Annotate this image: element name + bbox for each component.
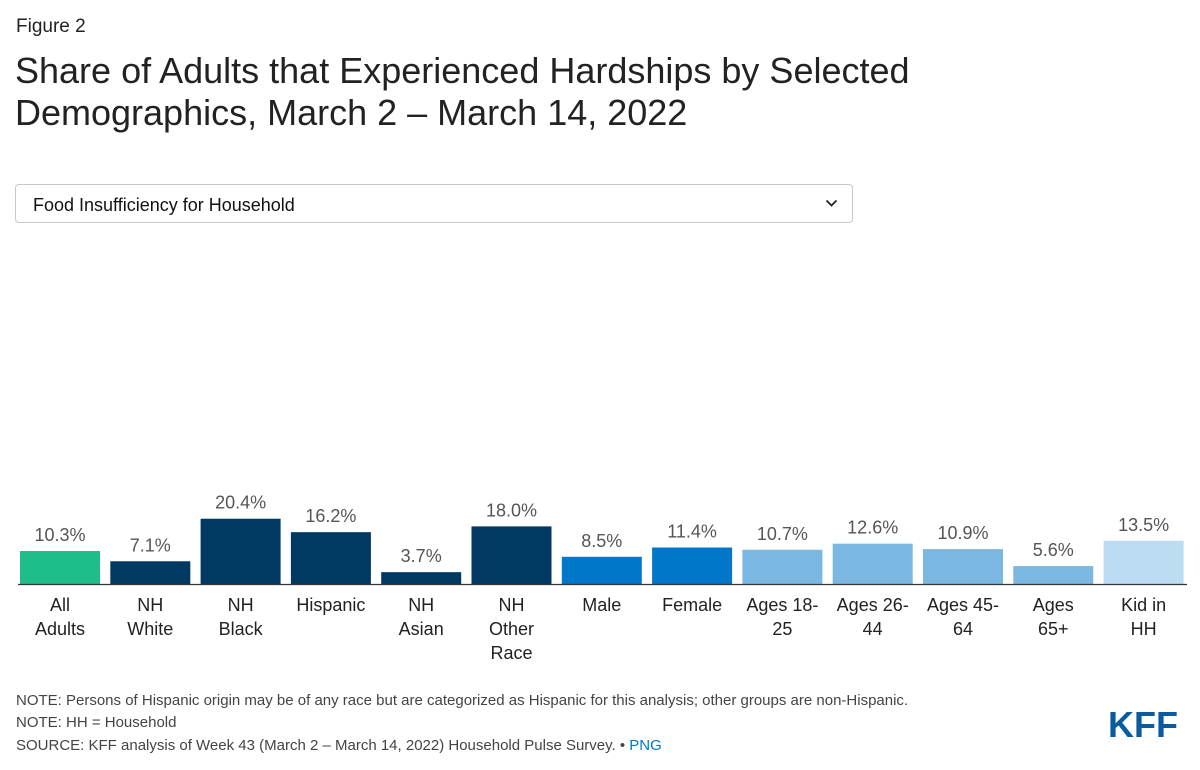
value-label-0: 10.3% bbox=[34, 525, 85, 545]
category-label-12: Kid in HH bbox=[1121, 595, 1166, 639]
value-label-5: 18.0% bbox=[486, 500, 537, 520]
figure-label: Figure 2 bbox=[16, 16, 86, 37]
bar-3 bbox=[290, 532, 371, 584]
hardship-select-value: Food Insufficiency for Household bbox=[33, 195, 295, 215]
bar-8 bbox=[742, 549, 823, 584]
bar-0 bbox=[20, 551, 100, 584]
bar-9 bbox=[832, 543, 913, 584]
png-download-link[interactable]: PNG bbox=[629, 737, 662, 754]
bar-12 bbox=[1103, 540, 1184, 584]
value-label-1: 7.1% bbox=[130, 535, 171, 555]
category-label-8: Ages 18-25 bbox=[746, 595, 818, 639]
value-label-11: 5.6% bbox=[1033, 540, 1074, 560]
value-label-4: 3.7% bbox=[401, 546, 442, 566]
value-label-3: 16.2% bbox=[305, 506, 356, 526]
source-note: SOURCE: KFF analysis of Week 43 (March 2… bbox=[16, 737, 662, 754]
bar-4 bbox=[381, 572, 462, 584]
value-label-7: 11.4% bbox=[667, 522, 717, 542]
value-label-6: 8.5% bbox=[581, 531, 622, 551]
kff-logo: KFF bbox=[1108, 705, 1178, 745]
category-label-7: Female bbox=[662, 595, 722, 615]
category-label-11: Ages 65+ bbox=[1033, 595, 1074, 639]
bar-chart: 10.3% All Adults 7.1% NH White 20.4% NH Black 16.… bbox=[18, 493, 1187, 663]
value-label-2: 20.4% bbox=[215, 493, 266, 513]
source-text: SOURCE: KFF analysis of Week 43 (March 2… bbox=[16, 737, 626, 754]
bar-6 bbox=[561, 556, 642, 584]
bar-10 bbox=[923, 549, 1003, 584]
chart-title-line-1: Share of Adults that Experienced Hardshi… bbox=[15, 50, 910, 91]
hardship-select[interactable]: Food Insufficiency for Household bbox=[15, 184, 853, 223]
category-label-5: NH Other Race bbox=[489, 595, 534, 663]
chart-title-line-2: Demographics, March 2 – March 14, 2022 bbox=[15, 92, 688, 133]
value-label-9: 12.6% bbox=[847, 518, 898, 538]
category-label-6: Male bbox=[582, 595, 621, 615]
category-label-0: All Adults bbox=[35, 595, 85, 639]
bar-1 bbox=[110, 561, 191, 584]
chevron-down-icon bbox=[825, 199, 838, 207]
category-label-10: Ages 45-64 bbox=[927, 595, 999, 639]
category-label-4: NH Asian bbox=[399, 595, 444, 639]
category-label-2: NH Black bbox=[219, 595, 264, 639]
bar-5 bbox=[471, 526, 552, 584]
note-hispanic: NOTE: Persons of Hispanic origin may be … bbox=[16, 692, 909, 709]
bar-11 bbox=[1013, 566, 1094, 584]
category-label-9: Ages 26-44 bbox=[837, 595, 909, 639]
chart-title: Share of Adults that Experienced Hardshi… bbox=[15, 50, 1015, 134]
value-label-12: 13.5% bbox=[1118, 515, 1169, 535]
bar-7 bbox=[652, 547, 733, 584]
value-label-10: 10.9% bbox=[937, 523, 988, 543]
note-household: NOTE: HH = Household bbox=[16, 714, 177, 731]
category-label-1: NH White bbox=[127, 595, 173, 639]
category-label-3: Hispanic bbox=[296, 595, 365, 615]
kff-logo-text: KFF bbox=[1108, 705, 1178, 745]
value-label-8: 10.7% bbox=[757, 524, 808, 544]
bar-2 bbox=[200, 518, 281, 584]
